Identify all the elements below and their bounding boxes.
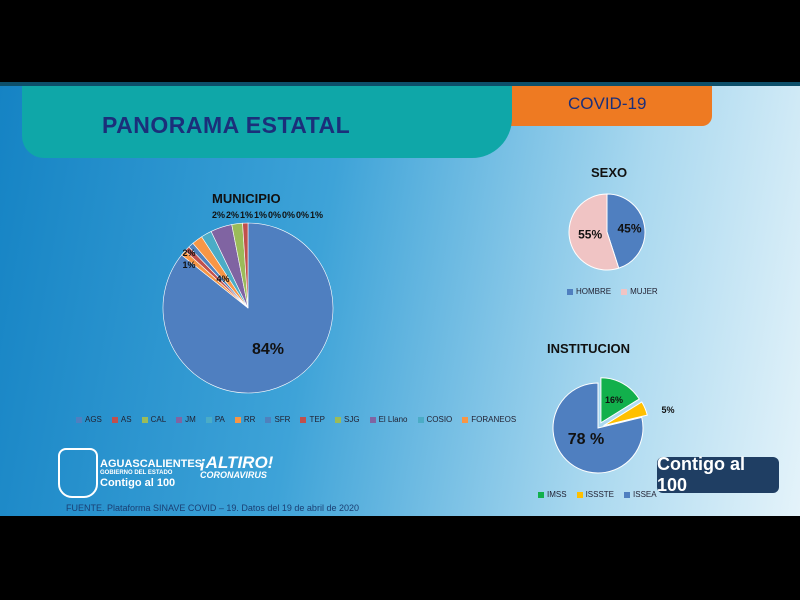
legend-item: HOMBRE [567, 287, 611, 296]
legend-swatch [567, 288, 573, 295]
sexo-legend: HOMBRE MUJER [567, 287, 658, 296]
data-label-hombre: 45% [618, 221, 642, 235]
legend-label: El Llano [378, 415, 408, 424]
legend-swatch [300, 416, 307, 423]
data-label-issea: 78 % [568, 431, 604, 448]
legend-swatch [111, 416, 118, 423]
top-line [0, 82, 800, 86]
legend-item: MUJER [621, 287, 658, 296]
covid-tag: COVID-19 [505, 86, 712, 126]
legend-swatch [205, 416, 212, 423]
legend-label: JM [185, 415, 196, 424]
slide: COVID-19 PANORAMA ESTATAL MUNICIPIO SEXO… [0, 82, 800, 516]
data-label-tep: 1% [254, 210, 267, 220]
legend-item: PA [205, 415, 225, 424]
legend-swatch [335, 416, 342, 423]
legend-label: MUJER [630, 287, 658, 296]
legend-swatch [621, 288, 628, 295]
altiro-logo: ¡ALTIRO! CORONAVIRUS [200, 454, 273, 480]
legend-swatch [462, 416, 469, 423]
institucion-title: INSTITUCION [547, 341, 631, 356]
data-label-ags: 84% [252, 341, 284, 358]
legend-item: IMSS [538, 490, 567, 499]
legend-item: AS [111, 415, 132, 424]
legend-item: ISSSTE [576, 490, 615, 499]
legend-label: TEP [309, 415, 326, 424]
legend-label: ISSSTE [585, 490, 615, 499]
legend-swatch [234, 416, 241, 423]
sexo-title: SEXO [591, 165, 628, 180]
data-label-as: 1% [182, 260, 195, 270]
legend-label: IMSS [547, 490, 567, 499]
legend-swatch [417, 416, 424, 423]
altiro-sub: CORONAVIRUS [200, 470, 267, 480]
logo-slogan: Contigo al 100 [100, 476, 176, 489]
legend-swatch [624, 491, 631, 498]
legend-label: AS [120, 415, 132, 424]
data-label-sfr: 1% [240, 210, 253, 220]
data-label-rr: 2% [226, 210, 239, 220]
legend-item: TEP [300, 415, 325, 424]
legend-item: SFR [265, 415, 290, 424]
pie-slice-hombre [606, 193, 646, 269]
legend-swatch [141, 416, 148, 423]
municipio-title: MUNICIPIO [212, 191, 281, 206]
legend-item: El Llano [369, 415, 408, 424]
legend-item: ISSEA [624, 490, 657, 499]
data-label-imss: 16% [605, 395, 623, 405]
data-label-sjg: 0% [268, 210, 281, 220]
legend-item: AGS [76, 415, 102, 424]
legend-swatch [369, 416, 376, 423]
legend-label: CAL [150, 415, 167, 424]
altiro-text: ¡ALTIRO! [200, 453, 274, 472]
legend-item: CAL [141, 415, 167, 424]
data-label-issste: 5% [661, 405, 674, 415]
municipio-legend: AGS AS CAL JM PA RR SFR TEP SJG El Llano COSIO FORA… [76, 415, 516, 424]
state-logo-text: AGUASCALIENTES GOBIERNO DEL ESTADO Contigo… [100, 458, 202, 489]
legend-label: FORANEOS [471, 415, 517, 424]
contigo-badge: Contigo al 100 [657, 454, 779, 495]
data-label-cosio: 0% [296, 210, 309, 220]
legend-swatch [538, 491, 544, 498]
pie-slice-as [242, 222, 249, 309]
pie-slice-mujer [568, 193, 620, 271]
data-label-foraneos: 1% [310, 210, 323, 220]
data-label-mujer: 55% [578, 228, 602, 242]
data-label-el-llano: 0% [282, 210, 295, 220]
institucion-legend: IMSS ISSSTE ISSEA [538, 490, 657, 499]
pie-slice-issea [552, 382, 644, 474]
legend-label: ISSEA [633, 490, 657, 499]
data-label-cal: 2% [182, 248, 195, 258]
legend-label: COSIO [426, 415, 453, 424]
title-banner: PANORAMA ESTATAL [22, 86, 512, 158]
legend-label: PA [214, 415, 225, 424]
legend-label: SFR [274, 415, 291, 424]
legend-label: HOMBRE [576, 287, 612, 296]
legend-label: AGS [85, 415, 102, 424]
legend-item: JM [176, 415, 196, 424]
legend-swatch [576, 491, 583, 498]
legend-swatch [176, 416, 183, 423]
legend-item: SJG [335, 415, 360, 424]
charts-canvas: 84%1%0%0%0%1%1%2%2%4%2%1%45%55%16%5%78 % [162, 193, 675, 474]
legend-item: COSIO [417, 415, 453, 424]
legend-swatch [265, 416, 272, 423]
logo-gov: GOBIERNO DEL ESTADO [100, 470, 173, 477]
legend-item: FORANEOS [462, 415, 516, 424]
logo-state: AGUASCALIENTES [100, 458, 203, 470]
pie-slice-issste [603, 401, 648, 427]
legend-label: SJG [344, 415, 360, 424]
legend-item: RR [234, 415, 256, 424]
covid-label: COVID-19 [568, 94, 647, 113]
legend-swatch [76, 416, 82, 423]
data-label-jm: 4% [216, 274, 229, 284]
data-label-pa: 2% [212, 210, 225, 220]
page-title: PANORAMA ESTATAL [102, 112, 351, 138]
legend-label: RR [243, 415, 256, 424]
pie-slice-imss [600, 377, 640, 424]
state-seal-logo [58, 448, 98, 498]
source-note: FUENTE. Plataforma SINAVE COVID – 19. Da… [66, 503, 359, 513]
